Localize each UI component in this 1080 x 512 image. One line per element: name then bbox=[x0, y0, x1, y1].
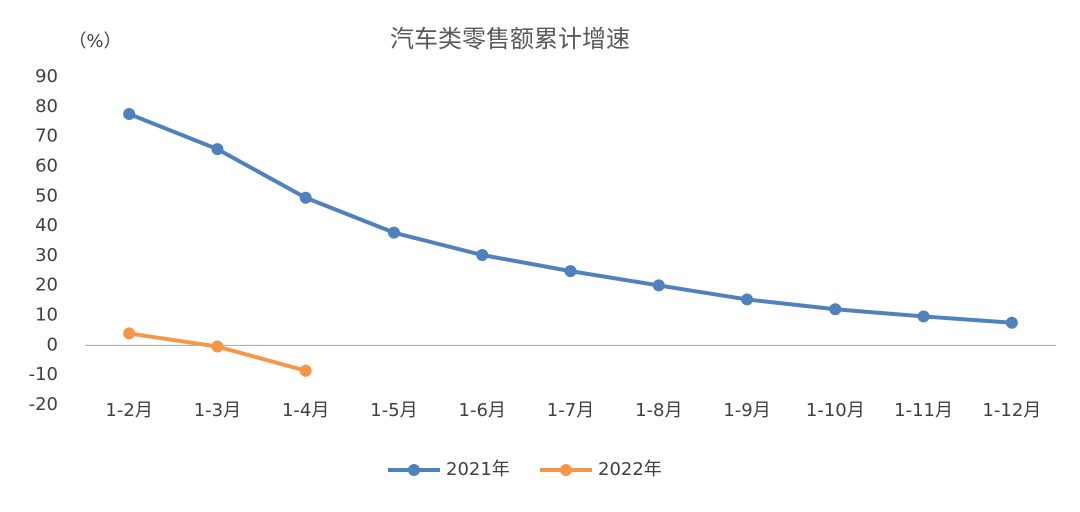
x-tick-label: 1-11月 bbox=[894, 400, 953, 421]
data-point bbox=[741, 293, 754, 306]
x-tick-label: 1-6月 bbox=[459, 400, 506, 421]
legend-marker bbox=[560, 464, 572, 476]
x-tick-label: 1-2月 bbox=[105, 400, 152, 421]
data-point bbox=[211, 340, 224, 353]
legend-label: 2021年 bbox=[446, 459, 510, 480]
y-tick-label: 0 bbox=[47, 334, 58, 355]
y-tick-label: -20 bbox=[29, 394, 58, 415]
y-tick-label: 60 bbox=[35, 155, 58, 176]
y-tick-label: -10 bbox=[29, 364, 58, 385]
x-tick-label: 1-9月 bbox=[723, 400, 770, 421]
x-tick-label: 1-3月 bbox=[194, 400, 241, 421]
y-tick-label: 30 bbox=[35, 245, 58, 266]
data-point bbox=[652, 279, 665, 292]
x-tick-label: 1-4月 bbox=[282, 400, 329, 421]
data-point bbox=[829, 303, 842, 316]
y-axis-label: （%） bbox=[68, 31, 121, 52]
x-tick-label: 1-10月 bbox=[806, 400, 865, 421]
y-tick-label: 90 bbox=[35, 66, 58, 87]
data-point bbox=[387, 226, 400, 239]
y-tick-label: 70 bbox=[35, 126, 58, 147]
chart-title: 汽车类零售额累计增速 bbox=[390, 25, 630, 53]
data-point bbox=[299, 364, 312, 377]
y-tick-label: 50 bbox=[35, 185, 58, 206]
y-tick-label: 10 bbox=[35, 305, 58, 326]
data-point bbox=[1005, 316, 1018, 329]
data-point bbox=[917, 310, 930, 323]
y-tick-label: 20 bbox=[35, 275, 58, 296]
x-tick-label: 1-7月 bbox=[547, 400, 594, 421]
y-tick-label: 40 bbox=[35, 215, 58, 236]
data-point bbox=[476, 249, 489, 262]
data-point bbox=[211, 143, 224, 156]
data-point bbox=[299, 191, 312, 204]
data-point bbox=[123, 327, 136, 340]
data-point bbox=[123, 107, 136, 120]
x-tick-label: 1-8月 bbox=[635, 400, 682, 421]
data-point bbox=[564, 265, 577, 278]
legend-label: 2022年 bbox=[598, 459, 662, 480]
series-line bbox=[128, 112, 1013, 325]
y-tick-label: 80 bbox=[35, 96, 58, 117]
x-tick-label: 1-12月 bbox=[982, 400, 1041, 421]
legend-marker bbox=[408, 464, 420, 476]
x-tick-label: 1-5月 bbox=[370, 400, 417, 421]
